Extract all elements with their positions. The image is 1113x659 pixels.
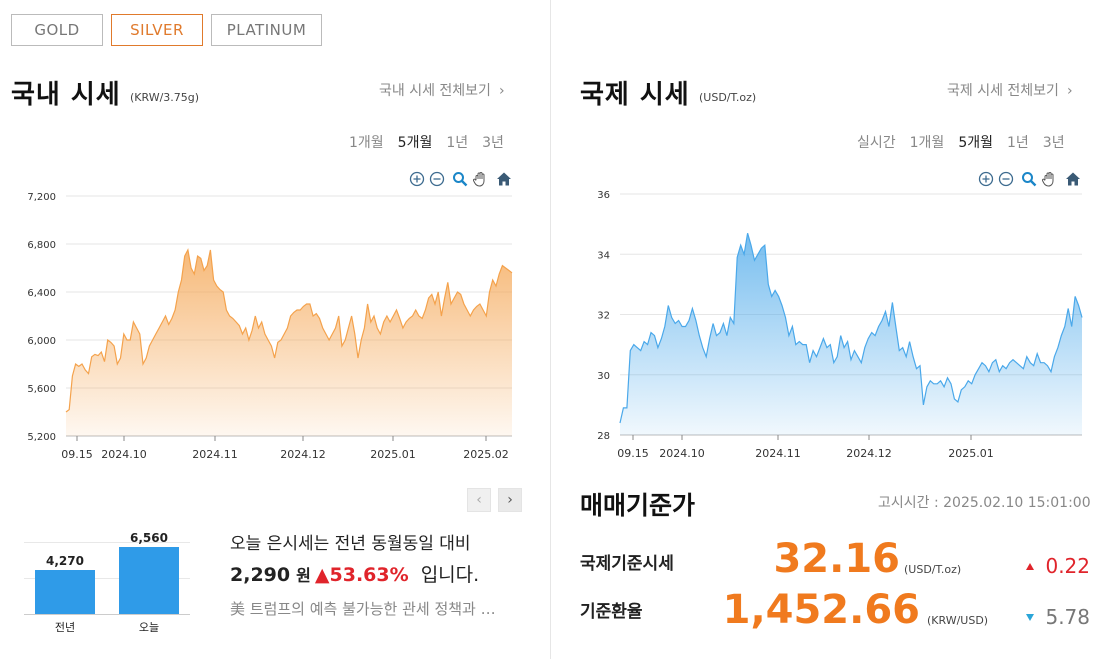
tab-silver[interactable]: SILVER xyxy=(111,14,203,46)
reference-price-title: 매매기준가 xyxy=(580,491,696,520)
zoom-out-icon[interactable] xyxy=(998,171,1014,187)
international-more-label: 국제 시세 전체보기 xyxy=(947,83,1059,99)
series-area xyxy=(620,233,1082,435)
domestic-price-chart: 5,200 5,600 6,000 6,400 6,800 7,200 09.15 2024.… xyxy=(27,192,513,461)
intl-reference-label: 국제기준시세 xyxy=(580,554,674,574)
y-tick-label: 36 xyxy=(597,190,610,201)
domestic-unit: (KRW/3.75g) xyxy=(130,91,200,104)
x-tick-label: 2025.02 xyxy=(463,448,509,461)
range-1m[interactable]: 1개월 xyxy=(909,135,945,151)
x-tick-label: 09.15 xyxy=(617,447,649,460)
up-triangle-icon xyxy=(1026,563,1034,570)
bar-category-label: 오늘 xyxy=(138,621,160,634)
x-tick-label: 09.15 xyxy=(61,448,93,461)
x-tick-label: 2024.12 xyxy=(846,447,892,460)
range-5m[interactable]: 5개월 xyxy=(958,135,993,151)
domestic-more-label: 국내 시세 전체보기 xyxy=(379,83,491,99)
next-button[interactable]: › xyxy=(498,488,522,512)
x-tick-label: 2024.12 xyxy=(280,448,326,461)
international-price-chart: 28 30 32 34 36 09.15 2024.10 2024.11 2024.12 2025… xyxy=(597,190,1083,460)
y-tick-label: 6,400 xyxy=(27,288,56,299)
series-line xyxy=(65,248,513,413)
down-triangle-icon xyxy=(1026,614,1034,621)
y-tick-label: 5,600 xyxy=(27,384,56,395)
chevron-right-icon: › xyxy=(1066,83,1073,99)
up-arrow-icon: ▲ xyxy=(314,564,330,586)
bar-grid-top xyxy=(24,542,190,543)
y-tick-label: 5,200 xyxy=(27,432,56,443)
domestic-more-link[interactable]: 국내 시세 전체보기 › xyxy=(379,80,505,100)
international-title: 국제 시세 xyxy=(580,80,690,110)
exchange-rate-label: 기준환율 xyxy=(580,602,643,622)
y-tick-label: 32 xyxy=(597,311,610,322)
domestic-title: 국내 시세 xyxy=(11,80,121,110)
zoom-out-icon[interactable] xyxy=(429,171,445,187)
range-3y[interactable]: 3년 xyxy=(482,135,504,151)
bar-category-label: 전년 xyxy=(54,621,76,634)
news-headline-link[interactable]: 美 트럼프의 예측 불가능한 관세 정책과 … xyxy=(230,600,496,618)
intl-reference-change: 0.22 xyxy=(1045,554,1090,578)
comparison-percent: 53.63% xyxy=(329,564,409,586)
range-realtime[interactable]: 실시간 xyxy=(857,135,896,151)
x-tick-label: 2024.11 xyxy=(192,448,238,461)
x-tick-label: 2025.01 xyxy=(948,447,994,460)
series-area xyxy=(66,250,512,436)
bar-grid-mid xyxy=(24,578,190,579)
notice-time: 고시시간 : 2025.02.10 15:01:00 xyxy=(878,495,1091,511)
y-tick-label: 34 xyxy=(597,250,610,261)
magnifier-icon[interactable] xyxy=(1021,171,1037,187)
bar-value-label: 6,560 xyxy=(130,530,168,545)
range-1m[interactable]: 1개월 xyxy=(349,135,384,151)
comparison-suffix: 입니다. xyxy=(420,564,480,586)
y-tick-label: 7,200 xyxy=(27,192,56,203)
bar-value-label: 4,270 xyxy=(46,554,84,569)
y-tick-label: 6,800 xyxy=(27,240,56,251)
international-range-tabs: 실시간 1개월 5개월 1년 3년 xyxy=(843,132,1065,152)
international-more-link[interactable]: 국제 시세 전체보기 › xyxy=(947,80,1073,100)
exchange-rate-value: 1,452.66 xyxy=(722,587,920,633)
prev-button[interactable]: ‹ xyxy=(467,488,491,512)
range-1y[interactable]: 1년 xyxy=(446,135,469,151)
hand-pan-icon[interactable] xyxy=(1041,171,1057,187)
range-5m[interactable]: 5개월 xyxy=(397,135,433,151)
exchange-rate-change: 5.78 xyxy=(1045,605,1090,629)
international-unit: (USD/T.oz) xyxy=(699,91,757,104)
tab-platinum[interactable]: PLATINUM xyxy=(211,14,322,46)
exchange-rate-unit: (KRW/USD) xyxy=(927,614,989,627)
zoom-in-icon[interactable] xyxy=(978,171,994,187)
range-3y[interactable]: 3년 xyxy=(1042,135,1065,151)
home-icon[interactable] xyxy=(1065,171,1081,187)
comparison-amount: 2,290 xyxy=(230,564,291,586)
x-tick-label: 2024.10 xyxy=(101,448,147,461)
tab-gold[interactable]: GOLD xyxy=(11,14,103,46)
comparison-currency: 원 xyxy=(296,566,311,585)
international-chart-toolbar xyxy=(978,171,1088,189)
magnifier-icon[interactable] xyxy=(452,171,468,187)
x-tick-label: 2024.11 xyxy=(755,447,801,460)
domestic-range-tabs: 1개월 5개월 1년 3년 xyxy=(335,132,504,152)
zoom-in-icon[interactable] xyxy=(409,171,425,187)
domestic-chart-toolbar xyxy=(409,171,519,189)
y-tick-label: 28 xyxy=(597,431,610,442)
chevron-right-icon: › xyxy=(498,83,505,99)
y-tick-label: 6,000 xyxy=(27,336,56,347)
intl-reference-unit: (USD/T.oz) xyxy=(904,563,962,576)
x-tick-label: 2025.01 xyxy=(370,448,416,461)
x-tick-label: 2024.10 xyxy=(659,447,705,460)
home-icon[interactable] xyxy=(496,171,512,187)
y-tick-label: 30 xyxy=(597,371,610,382)
bar-today xyxy=(119,546,179,614)
comparison-intro: 오늘 은시세는 전년 동월동일 대비 xyxy=(230,534,471,554)
bar-baseline xyxy=(24,614,190,615)
column-divider xyxy=(550,0,551,659)
intl-reference-value: 32.16 xyxy=(773,536,900,582)
comparison-summary: 2,290 원 ▲53.63% 입니다. xyxy=(230,560,479,587)
bar-last-year xyxy=(35,570,95,614)
range-1y[interactable]: 1년 xyxy=(1006,135,1029,151)
series-line xyxy=(619,233,1083,424)
hand-pan-icon[interactable] xyxy=(472,171,488,187)
